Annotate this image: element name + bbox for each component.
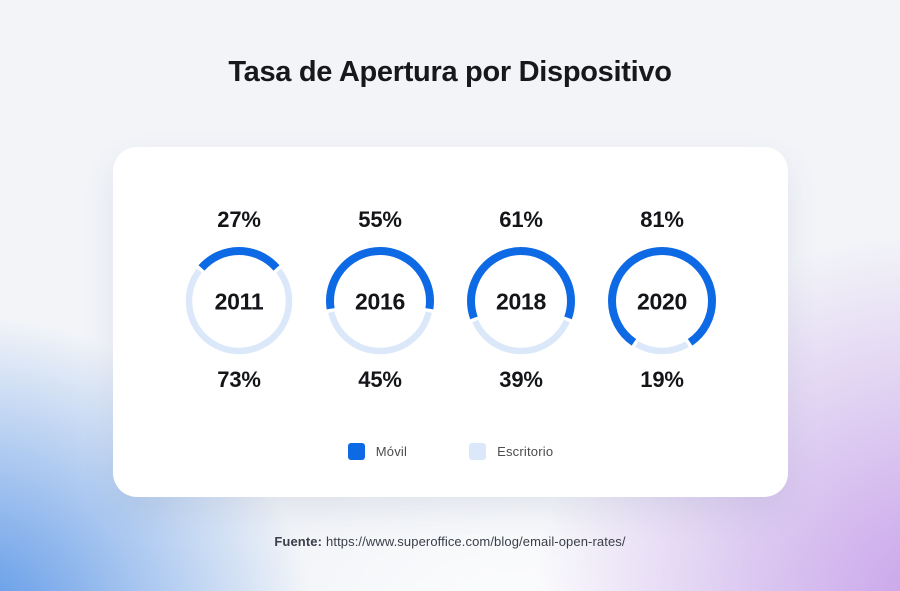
mobile-share-label: 55%: [358, 207, 402, 232]
donut-ring: 2020: [608, 247, 716, 355]
movil-swatch: [347, 443, 365, 460]
donut-row: 27% 2011 73% 55% 2016 45% 61% 2018 39% 81% 2020 19%: [113, 207, 788, 393]
mobile-arc: [608, 247, 716, 355]
desktop-share-label: 19%: [640, 367, 684, 392]
legend-item-escritorio: Escritorio: [469, 443, 553, 460]
mobile-share-label: 61%: [499, 207, 543, 232]
mobile-arc: [326, 247, 434, 355]
legend-label-escritorio: Escritorio: [497, 444, 554, 459]
donut-ring: 2018: [467, 247, 575, 355]
page-title: Tasa de Apertura por Dispositivo: [228, 56, 672, 88]
legend: Móvil Escritorio: [113, 443, 788, 460]
mobile-arc: [467, 247, 575, 355]
desktop-arc: [467, 247, 575, 355]
legend-item-movil: Móvil: [347, 443, 408, 460]
desktop-share-label: 45%: [358, 367, 402, 392]
source-label: Fuente:: [274, 534, 323, 549]
legend-label-movil: Móvil: [375, 444, 408, 459]
donut-column-2020: 81% 2020 19%: [602, 207, 722, 393]
source-line: Fuente: https://www.superoffice.com/blog/…: [0, 534, 900, 549]
year-label: 2018: [496, 288, 546, 314]
desktop-arc: [326, 247, 434, 355]
desktop-arc: [185, 247, 293, 355]
desktop-share-label: 39%: [499, 367, 543, 392]
year-label: 2011: [215, 288, 264, 314]
donut-ring: 2011: [185, 247, 293, 355]
donut-column-2018: 61% 2018 39%: [461, 207, 581, 393]
chart-card: 27% 2011 73% 55% 2016 45% 61% 2018 39% 81% 2020 19%…: [113, 147, 788, 497]
source-url: https://www.superoffice.com/blog/email-o…: [326, 534, 626, 549]
donut-column-2016: 55% 2016 45%: [320, 207, 440, 393]
desktop-share-label: 73%: [217, 367, 261, 392]
mobile-share-label: 27%: [217, 207, 261, 232]
donut-ring: 2016: [326, 247, 434, 355]
desktop-arc: [608, 247, 716, 355]
year-label: 2020: [637, 288, 687, 314]
mobile-arc: [185, 247, 293, 355]
mobile-share-label: 81%: [640, 207, 684, 232]
escritorio-swatch: [469, 443, 487, 460]
donut-column-2011: 27% 2011 73%: [179, 207, 299, 393]
year-label: 2016: [355, 288, 405, 314]
